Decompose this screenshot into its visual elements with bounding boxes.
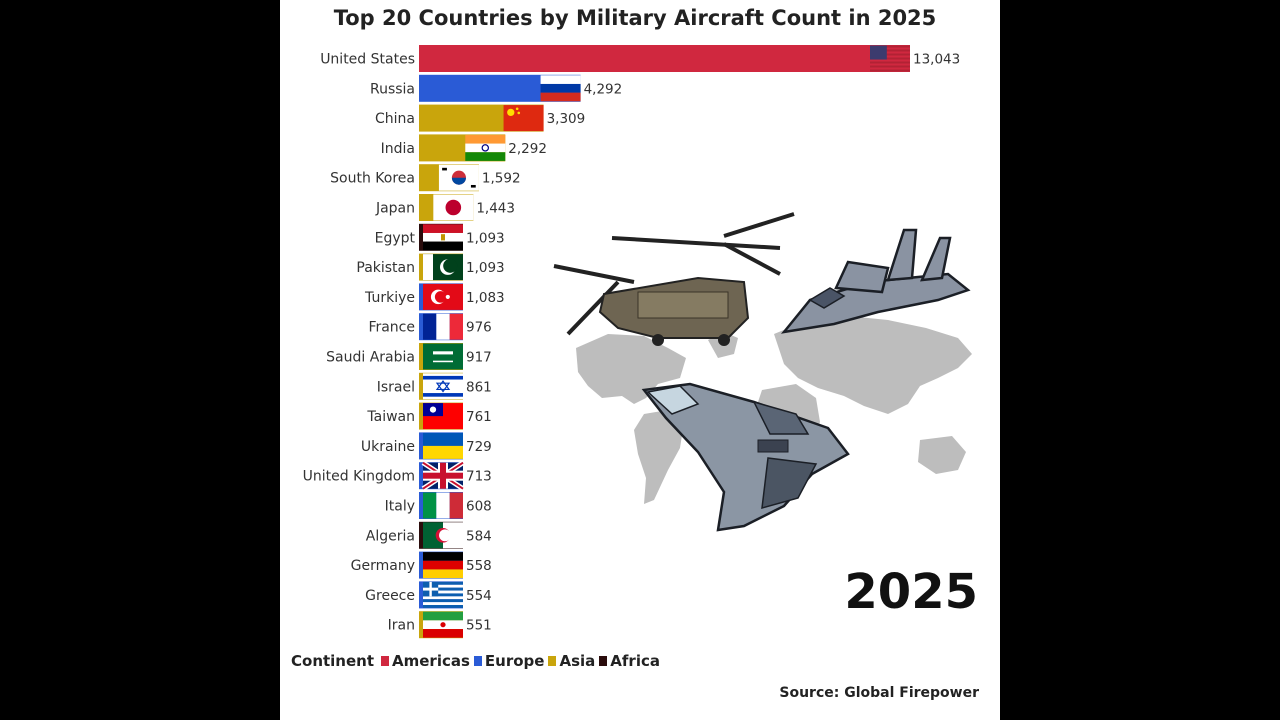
bar-united-states bbox=[419, 45, 910, 72]
us-flag-icon bbox=[870, 45, 910, 72]
germany-flag-icon bbox=[423, 552, 463, 579]
israel-flag-icon bbox=[423, 373, 463, 400]
category-label-israel: Israel bbox=[377, 379, 415, 395]
value-label-germany: 558 bbox=[466, 558, 492, 574]
turkiye-flag-icon bbox=[423, 283, 463, 310]
value-label-united-states: 13,043 bbox=[913, 52, 960, 68]
value-label-china: 3,309 bbox=[547, 111, 586, 127]
legend-swatch-europe bbox=[473, 656, 482, 666]
chart-title: Top 20 Countries by Military Aircraft Co… bbox=[333, 6, 937, 30]
category-label-greece: Greece bbox=[365, 588, 415, 604]
category-label-ukraine: Ukraine bbox=[361, 439, 415, 455]
pakistan-flag-icon bbox=[423, 254, 463, 281]
egypt-flag-icon bbox=[423, 224, 463, 251]
value-label-france: 976 bbox=[466, 320, 492, 336]
france-flag-icon bbox=[423, 313, 463, 340]
value-label-saudi-arabia: 917 bbox=[466, 350, 492, 366]
value-label-south-korea: 1,592 bbox=[482, 171, 521, 187]
category-label-egypt: Egypt bbox=[375, 230, 416, 246]
legend-item-europe: Europe bbox=[473, 652, 545, 670]
value-label-turkiye: 1,083 bbox=[466, 290, 505, 306]
source-note: Source: Global Firepower bbox=[779, 685, 979, 701]
algeria-flag-icon bbox=[423, 522, 463, 549]
year-label: 2025 bbox=[844, 564, 978, 620]
italy-flag-icon bbox=[423, 492, 463, 519]
world-map-icon bbox=[576, 316, 972, 504]
legend-title: Continent bbox=[291, 652, 375, 670]
category-label-taiwan: Taiwan bbox=[366, 409, 415, 425]
legend-label-americas: Americas bbox=[392, 652, 470, 670]
united-kingdom-flag-icon bbox=[421, 460, 465, 491]
legend-item-americas: Americas bbox=[381, 652, 470, 670]
china-flag-icon bbox=[503, 105, 544, 132]
russia-flag-icon bbox=[540, 75, 581, 102]
value-label-japan: 1,443 bbox=[476, 201, 515, 217]
category-label-italy: Italy bbox=[385, 499, 415, 515]
category-label-algeria: Algeria bbox=[366, 528, 415, 544]
category-label-iran: Iran bbox=[388, 618, 415, 634]
category-label-france: France bbox=[368, 320, 415, 336]
fighter-jet-icon bbox=[780, 228, 971, 334]
value-label-greece: 554 bbox=[466, 588, 492, 604]
aircraft-illustration bbox=[553, 212, 972, 532]
legend-swatch-asia bbox=[548, 656, 557, 666]
category-label-united-states: United States bbox=[320, 52, 415, 68]
bar-chart: United States Russia China India South Korea… bbox=[303, 45, 960, 639]
value-label-russia: 4,292 bbox=[584, 81, 623, 97]
value-label-pakistan: 1,093 bbox=[466, 260, 505, 276]
category-label-turkiye: Turkiye bbox=[364, 290, 415, 306]
category-label-japan: Japan bbox=[375, 201, 415, 217]
category-label-china: China bbox=[375, 111, 415, 127]
chart-canvas: Top 20 Countries by Military Aircraft Co… bbox=[280, 0, 1000, 720]
value-label-iran: 551 bbox=[466, 618, 492, 634]
category-label-pakistan: Pakistan bbox=[356, 260, 415, 276]
category-label-united-kingdom: United Kingdom bbox=[303, 469, 415, 485]
taiwan-flag-icon bbox=[423, 403, 463, 430]
category-label-saudi-arabia: Saudi Arabia bbox=[326, 350, 415, 366]
category-label-india: India bbox=[381, 141, 415, 157]
legend-swatch-africa bbox=[599, 656, 608, 666]
value-label-italy: 608 bbox=[466, 499, 492, 515]
helicopter-icon bbox=[553, 212, 795, 346]
ukraine-flag-icon bbox=[423, 432, 463, 459]
value-label-taiwan: 761 bbox=[466, 409, 492, 425]
category-label-south-korea: South Korea bbox=[330, 171, 415, 187]
south-korea-flag-icon bbox=[438, 164, 479, 191]
iran-flag-icon bbox=[423, 611, 463, 638]
value-label-ukraine: 729 bbox=[466, 439, 492, 455]
category-label-russia: Russia bbox=[370, 81, 415, 97]
legend-label-asia: Asia bbox=[559, 652, 596, 670]
legend-item-asia: Asia bbox=[548, 652, 595, 670]
value-label-algeria: 584 bbox=[466, 528, 492, 544]
value-label-egypt: 1,093 bbox=[466, 230, 505, 246]
legend-item-africa: Africa bbox=[599, 652, 660, 670]
legend-label-africa: Africa bbox=[610, 652, 660, 670]
legend-label-europe: Europe bbox=[484, 652, 545, 670]
value-label-india: 2,292 bbox=[508, 141, 547, 157]
greece-flag-icon bbox=[423, 581, 463, 608]
saudi-arabia-flag-icon bbox=[423, 343, 463, 370]
stealth-fighter-icon bbox=[641, 382, 850, 532]
value-label-united-kingdom: 713 bbox=[466, 469, 492, 485]
category-label-germany: Germany bbox=[351, 558, 415, 574]
legend-swatch-americas bbox=[381, 656, 390, 666]
chart-legend: Continent Americas Europe Asia Africa bbox=[291, 652, 664, 670]
value-label-israel: 861 bbox=[466, 379, 492, 395]
japan-flag-icon bbox=[433, 194, 474, 221]
india-flag-icon bbox=[465, 134, 506, 161]
